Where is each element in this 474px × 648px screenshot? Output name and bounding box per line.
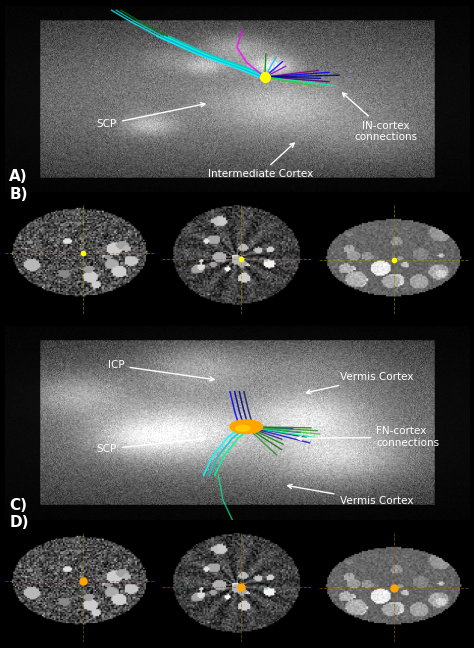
Text: IN: IN: [73, 327, 86, 340]
Text: C): C): [9, 498, 27, 513]
Text: IN-cortex
connections: IN-cortex connections: [342, 93, 417, 142]
Text: ICP: ICP: [108, 360, 214, 381]
Text: FN-cortex
connections: FN-cortex connections: [297, 426, 439, 448]
Text: Vermis Cortex: Vermis Cortex: [288, 484, 413, 506]
Text: SCP: SCP: [97, 102, 205, 129]
Circle shape: [236, 425, 249, 431]
Text: B): B): [9, 187, 28, 202]
Circle shape: [230, 420, 263, 434]
Text: SCP: SCP: [97, 437, 205, 454]
Text: D): D): [9, 515, 29, 529]
Text: Vermis Cortex: Vermis Cortex: [306, 372, 413, 394]
Text: IN: IN: [230, 327, 244, 340]
Text: IN: IN: [388, 327, 401, 340]
Text: Intermediate Cortex: Intermediate Cortex: [208, 143, 313, 179]
Text: A): A): [9, 169, 28, 184]
